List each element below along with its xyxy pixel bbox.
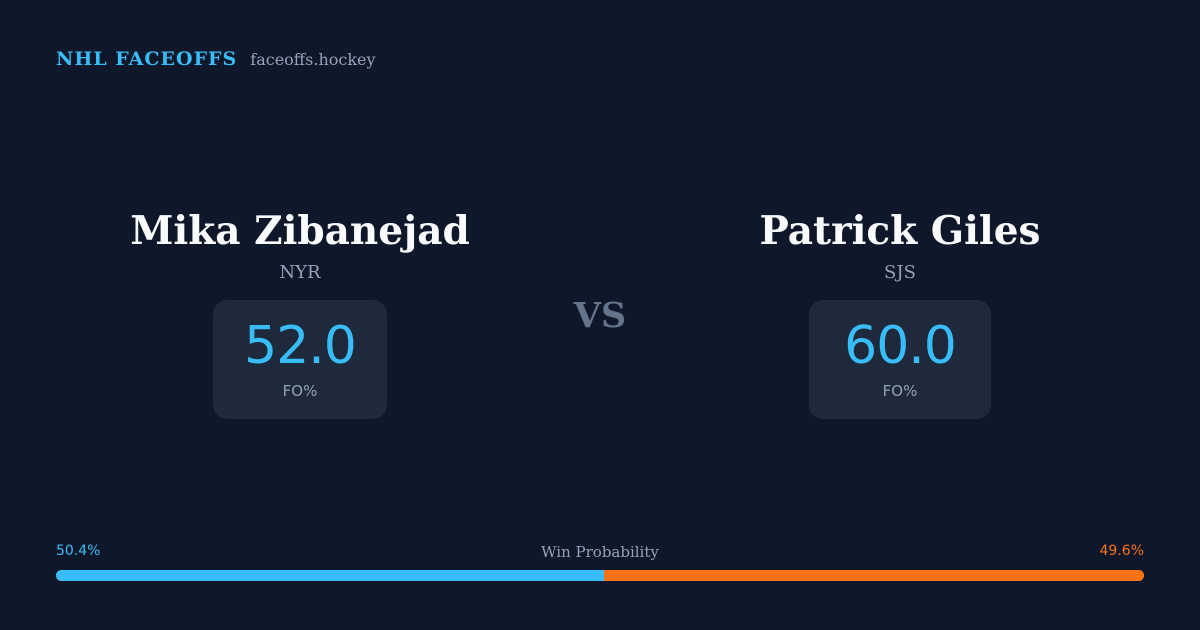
player-right-stat-card: 60.0 FO% [809,300,991,419]
player-left: Mika Zibanejad NYR 52.0 FO% [90,205,510,419]
player-right-team: SJS [884,262,916,283]
brand-title: NHL FACEOFFS [56,48,238,70]
win-probability-labels: 50.4% Win Probability 49.6% [56,543,1144,563]
win-probability-bar-right [604,570,1144,581]
player-left-team: NYR [279,262,321,283]
player-right-faceoff-label: FO% [882,382,918,400]
versus-label: VS [573,295,627,336]
win-probability-title: Win Probability [541,543,659,561]
site-domain: faceoffs.hockey [250,50,376,69]
win-probability-right-value: 49.6% [1099,543,1144,559]
win-probability-bar [56,570,1144,581]
win-probability-left-value: 50.4% [56,543,101,559]
player-left-name: Mika Zibanejad [130,208,470,254]
player-left-stat-card: 52.0 FO% [213,300,387,419]
player-right-name: Patrick Giles [759,208,1041,254]
header: NHL FACEOFFS faceoffs.hockey [56,48,376,70]
player-left-faceoff-label: FO% [282,382,318,400]
player-right-faceoff-value: 60.0 [844,316,957,376]
player-left-faceoff-value: 52.0 [244,316,357,376]
player-right: Patrick Giles SJS 60.0 FO% [690,205,1110,419]
win-probability-bar-left [56,570,605,581]
